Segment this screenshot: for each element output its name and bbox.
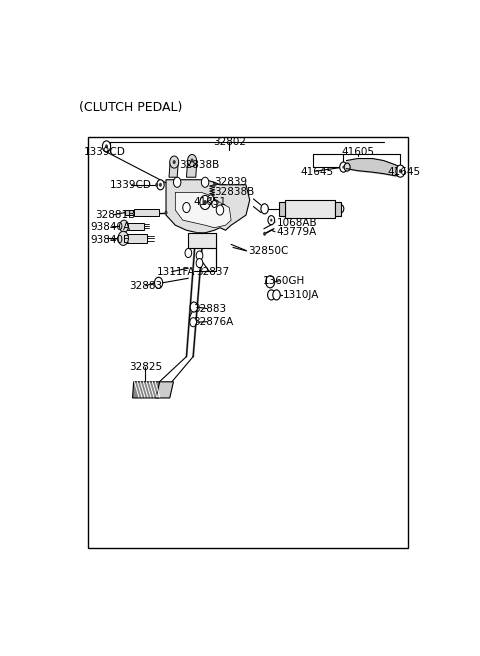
Text: 1339CD: 1339CD (84, 147, 126, 157)
Circle shape (185, 249, 192, 258)
Circle shape (118, 232, 129, 245)
Polygon shape (188, 233, 216, 248)
Circle shape (276, 293, 277, 297)
Text: 41605: 41605 (341, 147, 374, 157)
Circle shape (396, 165, 405, 177)
Text: 43779A: 43779A (276, 227, 317, 237)
Circle shape (216, 205, 224, 215)
Circle shape (270, 218, 273, 222)
Text: 32883: 32883 (129, 281, 162, 291)
Circle shape (192, 321, 194, 323)
Text: 32838B: 32838B (179, 159, 219, 170)
Circle shape (213, 201, 216, 205)
Circle shape (196, 251, 203, 260)
Circle shape (105, 144, 108, 148)
Text: 32837: 32837 (196, 267, 229, 277)
Circle shape (188, 154, 196, 167)
Polygon shape (156, 382, 173, 398)
Circle shape (191, 159, 193, 163)
Text: 1339CD: 1339CD (110, 180, 152, 190)
Circle shape (170, 156, 179, 168)
Bar (88, 137, 408, 548)
Text: (CLUTCH PEDAL): (CLUTCH PEDAL) (79, 102, 182, 114)
Circle shape (266, 276, 275, 288)
Text: 41651: 41651 (194, 197, 227, 207)
Circle shape (273, 290, 280, 300)
Polygon shape (166, 180, 250, 233)
Text: 41645: 41645 (300, 167, 333, 177)
Circle shape (208, 195, 214, 203)
Text: 1068AB: 1068AB (276, 218, 317, 228)
Circle shape (120, 220, 129, 232)
Text: 32825: 32825 (129, 361, 162, 372)
Circle shape (173, 177, 181, 188)
Polygon shape (169, 162, 178, 177)
Text: 1360GH: 1360GH (263, 276, 305, 286)
Circle shape (267, 290, 275, 300)
Circle shape (155, 277, 163, 289)
Circle shape (203, 200, 207, 205)
Text: 32881B: 32881B (96, 210, 135, 220)
Circle shape (196, 258, 203, 268)
Circle shape (342, 165, 345, 169)
Circle shape (200, 195, 210, 209)
Circle shape (159, 183, 162, 187)
Circle shape (193, 306, 195, 308)
Circle shape (157, 281, 160, 285)
Circle shape (261, 204, 268, 214)
Polygon shape (285, 200, 335, 218)
Circle shape (202, 177, 209, 188)
Circle shape (102, 141, 110, 152)
Polygon shape (335, 202, 341, 216)
Polygon shape (132, 382, 160, 398)
Circle shape (190, 318, 196, 327)
Text: 93840A: 93840A (91, 222, 131, 232)
Circle shape (338, 205, 344, 213)
Polygon shape (186, 161, 197, 177)
Polygon shape (134, 209, 158, 216)
Circle shape (198, 262, 201, 264)
Circle shape (263, 232, 266, 236)
Polygon shape (175, 192, 231, 228)
Circle shape (399, 169, 402, 173)
Circle shape (165, 211, 168, 215)
Text: 1311FA: 1311FA (156, 267, 195, 277)
Circle shape (269, 279, 272, 284)
Circle shape (173, 160, 176, 164)
Circle shape (183, 203, 190, 213)
Circle shape (156, 180, 164, 190)
Circle shape (340, 162, 347, 172)
Circle shape (190, 302, 198, 312)
Text: 32802: 32802 (213, 137, 246, 147)
Circle shape (187, 251, 190, 255)
Circle shape (210, 197, 212, 201)
Circle shape (212, 201, 217, 207)
Circle shape (344, 163, 350, 171)
Circle shape (268, 216, 275, 225)
Text: 32883: 32883 (193, 304, 226, 314)
Polygon shape (125, 222, 144, 230)
Text: 32838B: 32838B (215, 188, 254, 197)
Circle shape (213, 183, 216, 187)
Polygon shape (125, 234, 147, 243)
Text: 93840E: 93840E (91, 235, 130, 245)
Polygon shape (125, 210, 134, 215)
Polygon shape (279, 202, 285, 216)
Text: 32876A: 32876A (193, 317, 233, 327)
Text: 41645: 41645 (387, 167, 420, 177)
Circle shape (155, 183, 158, 187)
Text: 1310JA: 1310JA (283, 290, 320, 300)
Text: 32850C: 32850C (248, 247, 288, 256)
Circle shape (198, 254, 201, 257)
Text: 32839: 32839 (215, 177, 248, 187)
